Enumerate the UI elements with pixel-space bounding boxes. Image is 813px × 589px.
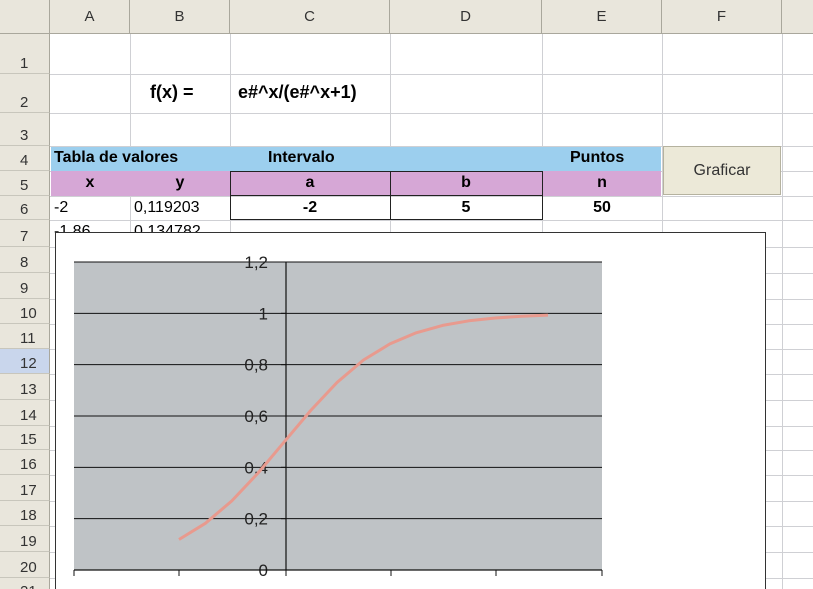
- row-header-8[interactable]: 8: [0, 247, 50, 273]
- row-header-6[interactable]: 6: [0, 196, 50, 220]
- row-header-20[interactable]: 20: [0, 552, 50, 578]
- column-header-a[interactable]: A: [50, 0, 130, 34]
- row-header-11[interactable]: 11: [0, 324, 50, 349]
- row-header-17[interactable]: 17: [0, 475, 50, 501]
- cell-a4-title[interactable]: Tabla de valores: [54, 149, 179, 166]
- y-tick-label: 1: [259, 304, 268, 323]
- cell-e6-n-value[interactable]: 50: [593, 199, 611, 216]
- gridline: [50, 74, 813, 75]
- y-tick-label: 0,2: [244, 510, 268, 529]
- chart-object[interactable]: 0 0,2 0,4 0,6 0,8 1 1,2: [55, 232, 766, 589]
- row-header-18[interactable]: 18: [0, 501, 50, 526]
- cell-c5-a[interactable]: a: [305, 174, 315, 191]
- row-header-9[interactable]: 9: [0, 273, 50, 299]
- cell-b5-y[interactable]: y: [175, 174, 185, 191]
- row-header-14[interactable]: 14: [0, 400, 50, 426]
- row-header-21[interactable]: 21: [0, 578, 50, 589]
- row-header-10[interactable]: 10: [0, 299, 50, 324]
- row-header-19[interactable]: 19: [0, 526, 50, 552]
- row-header-7[interactable]: 7: [0, 220, 50, 247]
- column-header-e[interactable]: E: [542, 0, 662, 34]
- cell-c2-formula[interactable]: e#^x/(e#^x+1): [238, 82, 357, 102]
- cell-d5-b[interactable]: b: [461, 174, 471, 191]
- chart-svg: 00,20,40,60,811,2: [73, 253, 603, 580]
- y-tick-label: 1,2: [244, 253, 268, 272]
- gridline: [50, 196, 813, 197]
- gridline: [50, 220, 813, 221]
- y-tick-label: 0,4: [244, 458, 268, 477]
- header-band-row4: [51, 147, 661, 171]
- cell-a5-x[interactable]: x: [85, 174, 95, 191]
- cell-a6[interactable]: -2: [54, 199, 69, 216]
- cell-e4-title[interactable]: Puntos: [570, 149, 625, 166]
- gridline: [50, 113, 813, 114]
- cell-c6-a-value[interactable]: -2: [302, 199, 318, 216]
- select-all-corner[interactable]: [0, 0, 50, 34]
- column-header-g[interactable]: [782, 0, 813, 34]
- column-header-b[interactable]: B: [130, 0, 230, 34]
- gridline: [782, 34, 783, 589]
- y-tick-label: 0,6: [244, 407, 268, 426]
- row-header-12[interactable]: 12: [0, 349, 50, 374]
- column-header-d[interactable]: D: [390, 0, 542, 34]
- row-header-16[interactable]: 16: [0, 450, 50, 475]
- row-header-4[interactable]: 4: [0, 146, 50, 171]
- column-header-c[interactable]: C: [230, 0, 390, 34]
- cell-c4-title[interactable]: Intervalo: [268, 149, 335, 166]
- cell-e5-n[interactable]: n: [597, 174, 607, 191]
- graficar-button[interactable]: Graficar: [663, 146, 781, 195]
- cell-d6-b-value[interactable]: 5: [461, 199, 471, 216]
- cell-d6-box: [390, 195, 543, 220]
- gridline: [50, 146, 813, 147]
- header-band-row5: [51, 171, 661, 196]
- column-header-f[interactable]: F: [662, 0, 782, 34]
- row-header-15[interactable]: 15: [0, 426, 50, 450]
- row-header-5[interactable]: 5: [0, 171, 50, 196]
- row-header-3[interactable]: 3: [0, 113, 50, 146]
- cell-b6[interactable]: 0,119203: [134, 199, 200, 216]
- row-header-13[interactable]: 13: [0, 374, 50, 400]
- row-header-2[interactable]: 2: [0, 74, 50, 113]
- series-line: [178, 313, 549, 541]
- cell-b2-label[interactable]: f(x) =: [150, 82, 194, 102]
- row-header-1[interactable]: 1: [0, 34, 50, 74]
- y-tick-label: 0,8: [244, 356, 268, 375]
